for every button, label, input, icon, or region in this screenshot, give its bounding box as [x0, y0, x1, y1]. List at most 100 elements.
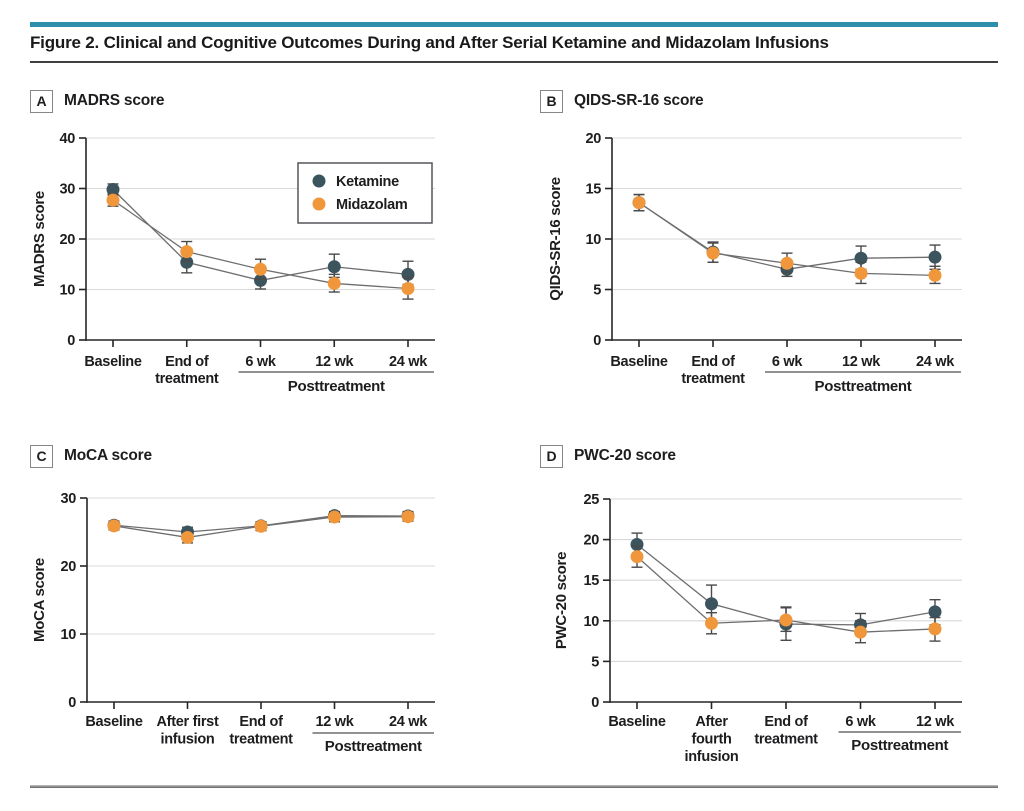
data-point-marker — [180, 255, 194, 269]
y-tick-label: 20 — [585, 131, 601, 147]
y-tick-label: 10 — [59, 283, 75, 299]
y-tick-label: 0 — [591, 695, 599, 711]
bottom-divider — [30, 785, 998, 788]
y-tick-label: 5 — [591, 654, 599, 670]
data-point-marker — [780, 256, 794, 270]
panel-letter-box: A — [30, 89, 53, 113]
panel-pwc-header: D PWC-20 score — [540, 443, 1000, 469]
data-point-marker — [928, 268, 942, 282]
panel-title: MoCA score — [64, 447, 152, 464]
panel-letter-box: B — [540, 89, 563, 113]
panel-letter-box: D — [540, 444, 563, 468]
x-category-label: End of — [691, 354, 735, 370]
panel-qids: B QIDS-SR-16 score 0 5 10 15 20 QIDS-SR-16 sc… — [540, 88, 1000, 402]
x-category-label: End of — [239, 714, 283, 730]
data-point-marker — [779, 613, 793, 627]
madrs-chart: 0 10 20 30 40 MADRS score Baseline End oftreatm… — [31, 131, 435, 395]
data-point-marker — [630, 537, 644, 551]
y-tick-label: 30 — [59, 182, 75, 198]
y-axis-title: QIDS-SR-16 score — [547, 177, 564, 301]
data-point-marker — [854, 266, 868, 280]
x-category-label: treatment — [754, 732, 818, 748]
x-category-label: infusion — [685, 749, 739, 765]
panel-title: MADRS score — [64, 92, 165, 109]
panel-moca: C MoCA score 0 10 20 30 MoCA score Baseline Af… — [30, 443, 490, 773]
posttreatment-label: Posttreatment — [325, 738, 422, 755]
x-category-label: 6 wk — [245, 354, 276, 370]
data-point-marker — [854, 625, 867, 639]
panel-qids-header: B QIDS-SR-16 score — [540, 88, 1000, 114]
series-midazolam — [107, 510, 415, 544]
posttreatment-label: Posttreatment — [288, 378, 385, 395]
x-category-label: Baseline — [85, 714, 142, 730]
legend-box — [297, 162, 433, 224]
x-category-label: 24 wk — [389, 354, 428, 370]
x-category-label: Baseline — [610, 354, 667, 370]
y-tick-label: 0 — [68, 695, 76, 711]
data-point-marker — [106, 183, 120, 197]
data-point-marker — [632, 196, 646, 210]
x-category-label: After first — [157, 714, 219, 730]
data-point-marker — [928, 622, 942, 636]
y-tick-label: 10 — [583, 614, 599, 630]
y-tick-label: 10 — [585, 232, 601, 248]
x-category-label: infusion — [161, 732, 215, 748]
data-point-marker — [928, 250, 942, 264]
x-category-label: Baseline — [608, 714, 665, 730]
x-category-label: treatment — [155, 371, 219, 387]
y-tick-label: 15 — [583, 573, 599, 589]
data-point-marker — [107, 519, 121, 533]
x-category-label: 24 wk — [916, 354, 955, 370]
y-axis-title: MADRS score — [31, 191, 48, 287]
x-category-label: 6 wk — [772, 354, 803, 370]
data-point-marker — [254, 273, 267, 287]
panel-title: QIDS-SR-16 score — [574, 92, 704, 109]
posttreatment-label: Posttreatment — [851, 737, 948, 754]
x-category-label: End of — [165, 354, 209, 370]
x-category-label: 12 wk — [316, 714, 355, 730]
posttreatment-label: Posttreatment — [815, 378, 912, 395]
x-category-label: 12 wk — [842, 354, 881, 370]
data-point-marker — [254, 519, 268, 533]
y-tick-label: 5 — [593, 283, 601, 299]
y-tick-label: 0 — [67, 333, 75, 349]
panel-letter-box: C — [30, 444, 53, 468]
series-midazolam — [630, 545, 942, 644]
data-point-marker — [106, 193, 120, 207]
panel-madrs-header: A MADRS score — [30, 88, 490, 114]
pwc-chart: 0 5 10 15 20 25 PWC-20 score Baseline After fourt… — [553, 492, 962, 765]
x-category-label: treatment — [681, 371, 745, 387]
x-category-label: 24 wk — [389, 714, 428, 730]
panel-moca-header: C MoCA score — [30, 443, 490, 469]
x-category-label: Baseline — [84, 354, 141, 370]
panel-pwc: D PWC-20 score 0 5 10 15 20 25 PWC-20 score Bas… — [540, 443, 1000, 773]
y-tick-label: 15 — [585, 182, 601, 198]
data-point-marker — [401, 281, 415, 295]
data-point-marker — [705, 597, 718, 611]
series-midazolam — [632, 193, 942, 285]
data-point-marker — [706, 246, 720, 260]
data-point-marker — [630, 550, 644, 564]
y-tick-label: 20 — [59, 232, 75, 248]
data-point-marker — [854, 251, 868, 265]
data-point-marker — [928, 605, 942, 619]
legend-marker — [312, 197, 326, 211]
y-tick-label: 10 — [60, 627, 76, 643]
title-divider — [30, 61, 998, 63]
legend-label: Ketamine — [336, 174, 399, 190]
legend-marker — [312, 174, 326, 188]
x-category-label: 12 wk — [916, 714, 955, 730]
x-category-label: 6 wk — [845, 714, 876, 730]
data-point-marker — [180, 245, 194, 259]
legend-label: Midazolam — [336, 197, 407, 213]
data-point-marker — [254, 262, 267, 276]
x-category-label: End of — [764, 714, 808, 730]
x-category-label: treatment — [229, 732, 293, 748]
y-tick-label: 20 — [583, 533, 599, 549]
legend: Ketamine Midazolam — [297, 162, 433, 224]
y-tick-label: 30 — [60, 491, 76, 507]
y-tick-label: 20 — [60, 559, 76, 575]
y-tick-label: 0 — [593, 333, 601, 349]
data-point-marker — [705, 616, 718, 630]
data-point-marker — [327, 260, 341, 274]
